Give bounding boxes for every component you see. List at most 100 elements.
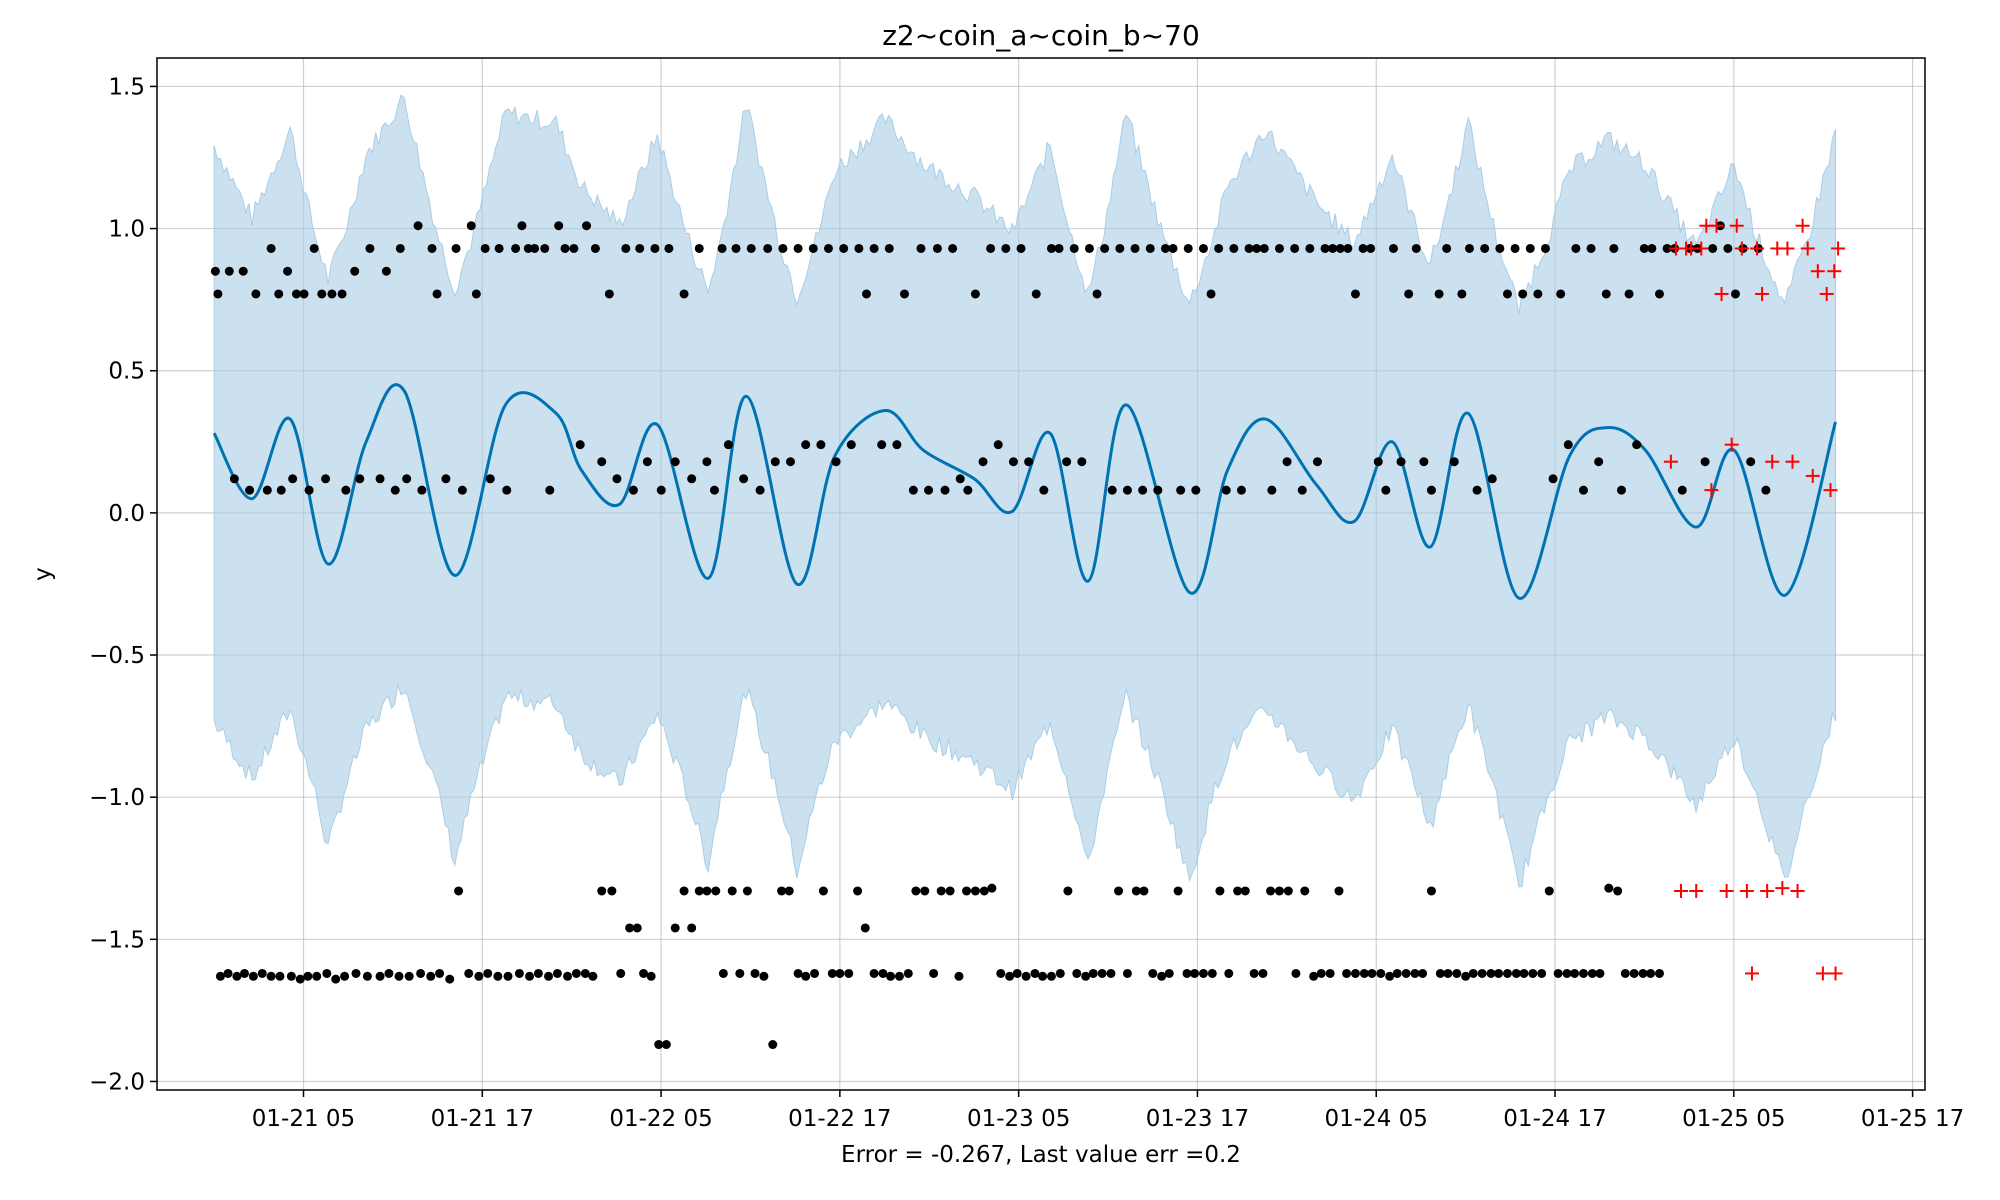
observed-point xyxy=(1283,886,1293,896)
observed-point xyxy=(514,968,524,978)
x-tick-label: 01-23 17 xyxy=(1146,1106,1249,1132)
observed-point xyxy=(694,243,704,253)
observed-point xyxy=(1309,971,1319,981)
test-point xyxy=(1831,241,1846,256)
observed-point xyxy=(1190,968,1200,978)
observed-point xyxy=(1031,289,1041,299)
observed-point xyxy=(1092,289,1102,299)
observed-point xyxy=(932,243,942,253)
observed-point xyxy=(770,457,780,467)
observed-point xyxy=(427,243,437,253)
observed-point xyxy=(530,243,540,253)
test-point xyxy=(1689,883,1704,898)
observed-point xyxy=(1646,968,1656,978)
observed-point xyxy=(309,243,319,253)
x-axis-label: Error = -0.267, Last value err =0.2 xyxy=(841,1142,1241,1168)
y-tick-label: −0.5 xyxy=(89,643,145,669)
observed-point xyxy=(1145,243,1155,253)
x-tick-label: 01-21 05 xyxy=(252,1106,355,1132)
observed-point xyxy=(1654,968,1664,978)
observed-point xyxy=(1342,968,1352,978)
test-point xyxy=(1785,454,1800,469)
observed-point xyxy=(286,971,296,981)
observed-point xyxy=(404,971,414,981)
observed-point xyxy=(1410,968,1420,978)
observed-point xyxy=(962,886,972,896)
observed-point xyxy=(892,440,902,450)
observed-point xyxy=(1016,243,1026,253)
observed-point xyxy=(979,886,989,896)
observed-point xyxy=(262,485,272,495)
observed-point xyxy=(1305,243,1315,253)
observed-point xyxy=(1548,474,1558,484)
test-point xyxy=(1694,241,1709,256)
observed-point xyxy=(616,968,626,978)
observed-point xyxy=(560,243,570,253)
test-point xyxy=(1719,883,1734,898)
test-point xyxy=(1760,883,1775,898)
test-point xyxy=(1827,264,1842,279)
observed-point xyxy=(986,243,996,253)
observed-point xyxy=(1647,243,1657,253)
observed-point xyxy=(1449,457,1459,467)
observed-point xyxy=(854,243,864,253)
observed-point xyxy=(1638,968,1648,978)
observed-point xyxy=(213,289,223,299)
observed-point xyxy=(839,243,849,253)
x-tick-label: 01-21 17 xyxy=(431,1106,534,1132)
observed-point xyxy=(899,289,909,299)
observed-point xyxy=(1495,243,1505,253)
observed-point xyxy=(1563,440,1573,450)
observed-point xyxy=(1236,485,1246,495)
observed-point xyxy=(1088,968,1098,978)
observed-point xyxy=(886,971,896,981)
observed-point xyxy=(1173,886,1183,896)
test-point xyxy=(1823,483,1838,498)
observed-point xyxy=(224,266,234,276)
observed-point xyxy=(517,221,527,231)
observed-point xyxy=(970,886,980,896)
observed-point xyxy=(1480,243,1490,253)
observed-point xyxy=(846,440,856,450)
observed-point xyxy=(362,971,372,981)
observed-point xyxy=(240,968,250,978)
observed-point xyxy=(1233,886,1243,896)
observed-point xyxy=(276,485,286,495)
observed-point xyxy=(540,243,550,253)
observed-point xyxy=(869,243,879,253)
observed-point xyxy=(331,974,341,984)
observed-point xyxy=(823,243,833,253)
observed-point xyxy=(884,243,894,253)
observed-point xyxy=(402,474,412,484)
observed-point xyxy=(916,243,926,253)
observed-point xyxy=(1746,457,1756,467)
test-point xyxy=(1750,241,1765,256)
observed-point xyxy=(317,289,327,299)
observed-point xyxy=(903,968,913,978)
observed-point xyxy=(778,243,788,253)
observed-point xyxy=(1097,968,1107,978)
observed-point xyxy=(1373,457,1383,467)
observed-point xyxy=(1334,886,1344,896)
observed-point xyxy=(229,474,239,484)
observed-point xyxy=(718,968,728,978)
observed-point xyxy=(288,474,298,484)
observed-point xyxy=(1461,971,1471,981)
observed-point xyxy=(1418,968,1428,978)
observed-point xyxy=(810,968,820,978)
observed-point xyxy=(554,221,564,231)
observed-point xyxy=(784,886,794,896)
observed-point xyxy=(1359,968,1369,978)
observed-point xyxy=(777,886,787,896)
x-tick-label: 01-25 05 xyxy=(1682,1106,1785,1132)
uncertainty-band xyxy=(213,94,1837,888)
test-point xyxy=(1780,241,1795,256)
observed-point xyxy=(1168,243,1178,253)
observed-point xyxy=(628,485,638,495)
forecast-line xyxy=(212,383,1837,600)
test-point xyxy=(1724,437,1739,452)
observed-point xyxy=(251,289,261,299)
observed-point xyxy=(1274,243,1284,253)
observed-point xyxy=(763,243,773,253)
test-point xyxy=(1819,286,1834,301)
